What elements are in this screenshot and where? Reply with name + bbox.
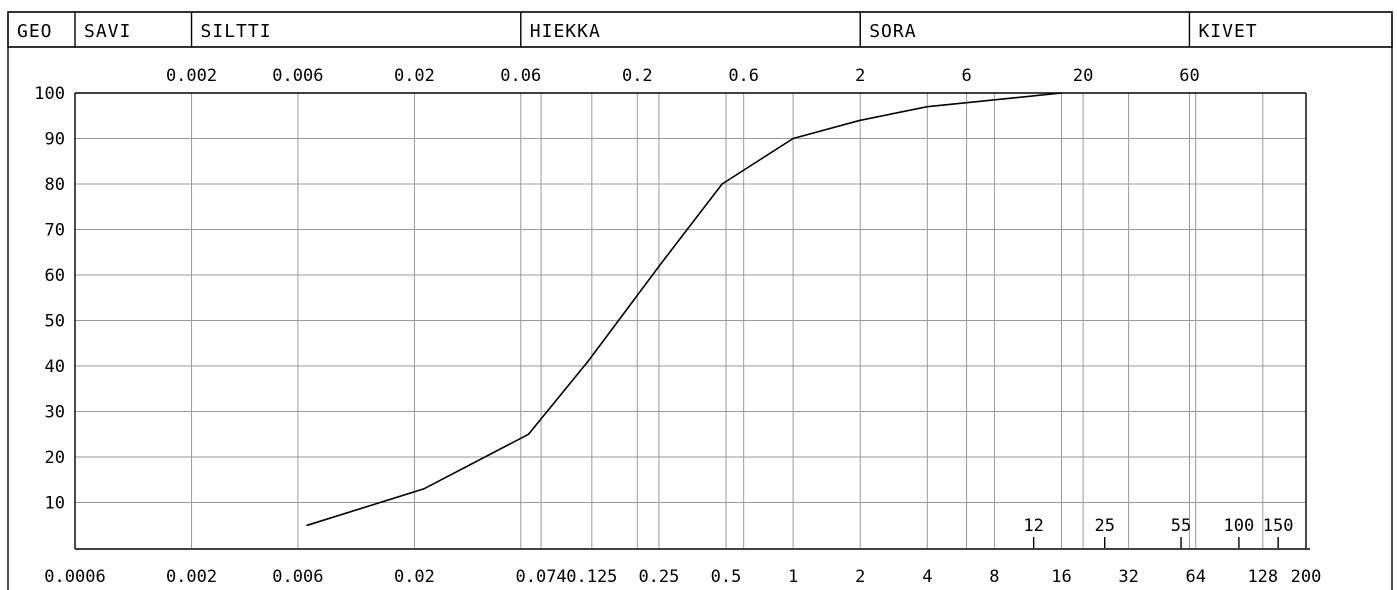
bottom-tick-label-32: 32 xyxy=(1118,567,1138,587)
curve-point-0 xyxy=(306,524,308,527)
inner-tick-label-55: 55 xyxy=(1171,516,1191,536)
y-tick-label-90: 90 xyxy=(45,130,65,150)
bottom-tick-label-4: 4 xyxy=(922,567,932,587)
bottom-tick-label-0.125: 0.125 xyxy=(566,567,617,587)
header-cell-geo: GEO xyxy=(17,21,53,42)
curve-point-4 xyxy=(661,260,664,263)
inner-tick-label-100: 100 xyxy=(1224,516,1255,536)
y-tick-label-50: 50 xyxy=(45,312,65,332)
y-tick-label-80: 80 xyxy=(45,175,65,195)
curve-point-1 xyxy=(422,488,425,490)
top-tick-label-0.2: 0.2 xyxy=(622,66,653,86)
curve-point-9 xyxy=(1060,92,1063,94)
chart-tick-labels: 10 20 30 40 50 60 70 80 90 100 0.002 0.006 0.02 0.06 0… xyxy=(34,66,1321,587)
inner-tick-label-12: 12 xyxy=(1023,516,1043,536)
top-tick-label-20: 20 xyxy=(1073,66,1093,86)
top-tick-label-0.06: 0.06 xyxy=(500,66,541,86)
top-tick-label-60: 60 xyxy=(1179,66,1199,86)
bottom-tick-label-1: 1 xyxy=(788,567,798,587)
inner-tick-label-25: 25 xyxy=(1094,516,1114,536)
y-tick-label-60: 60 xyxy=(45,266,65,286)
top-tick-label-2: 2 xyxy=(855,66,865,86)
top-tick-label-6: 6 xyxy=(961,66,971,86)
curve-point-5 xyxy=(721,183,723,185)
bottom-tick-label-16: 16 xyxy=(1051,567,1071,587)
top-tick-label-0.6: 0.6 xyxy=(728,66,759,86)
bottom-tick-label-0.5: 0.5 xyxy=(711,567,742,587)
y-tick-label-100: 100 xyxy=(34,84,65,104)
curve-point-7 xyxy=(859,119,862,122)
y-tick-label-70: 70 xyxy=(45,221,65,241)
curve-point-6 xyxy=(792,137,794,140)
bottom-tick-label-0.0006: 0.0006 xyxy=(44,567,105,587)
bottom-tick-label-0.002: 0.002 xyxy=(166,567,217,587)
bottom-tick-label-8: 8 xyxy=(989,567,999,587)
bottom-tick-label-64: 64 xyxy=(1185,567,1205,587)
bottom-tick-label-0.25: 0.25 xyxy=(638,567,679,587)
y-tick-label-40: 40 xyxy=(45,357,65,377)
header-frame xyxy=(7,11,1393,48)
bottom-tick-label-0.02: 0.02 xyxy=(394,567,435,587)
bottom-tick-label-0.006: 0.006 xyxy=(272,567,323,587)
top-tick-label-0.002: 0.002 xyxy=(166,66,217,86)
bottom-tick-label-200: 200 xyxy=(1291,567,1322,587)
header-cell-sora: SORA xyxy=(869,21,916,42)
y-tick-label-30: 30 xyxy=(45,403,65,423)
y-tick-label-10: 10 xyxy=(45,494,65,514)
bottom-tick-label-128: 128 xyxy=(1247,567,1278,587)
header-cell-hiekka: HIEKKA xyxy=(530,21,601,42)
inner-tick-label-150: 150 xyxy=(1263,516,1294,536)
top-tick-label-0.006: 0.006 xyxy=(272,66,323,86)
curve-point-2 xyxy=(527,433,530,436)
grading-curve xyxy=(306,92,1063,527)
bottom-tick-label-2: 2 xyxy=(855,567,865,587)
classification-header: GEO SAVI SILTTI HIEKKA SORA KIVET xyxy=(7,11,1393,48)
top-tick-label-0.02: 0.02 xyxy=(394,66,435,86)
grading-curve-line-0 xyxy=(306,92,1062,527)
chart-axes xyxy=(7,47,1393,590)
bottom-tick-label-0.074: 0.074 xyxy=(515,567,566,587)
curve-point-3 xyxy=(587,360,589,363)
y-tick-label-20: 20 xyxy=(45,448,65,468)
chart-grid xyxy=(75,92,1306,548)
curve-point-8 xyxy=(926,105,929,108)
header-cell-kivet: KIVET xyxy=(1198,21,1257,42)
header-cell-savi: SAVI xyxy=(84,21,131,42)
header-cell-siltti: SILTTI xyxy=(201,21,272,42)
